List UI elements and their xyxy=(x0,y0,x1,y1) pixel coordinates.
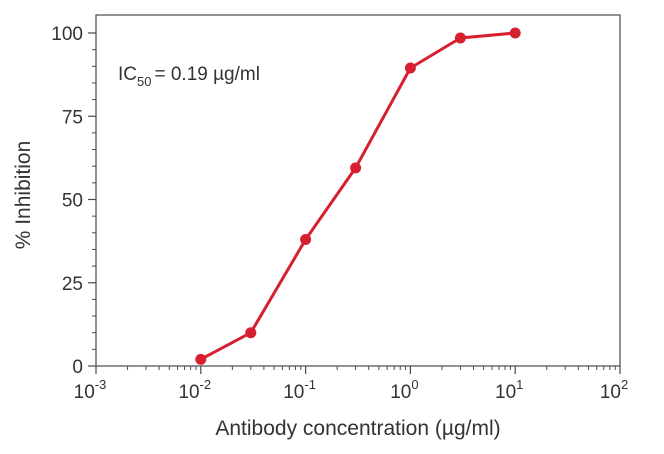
y-tick-label: 25 xyxy=(62,274,83,295)
x-tick-label: 10-1 xyxy=(283,377,316,403)
data-point xyxy=(245,327,257,339)
y-tick-label: 75 xyxy=(62,107,83,128)
ic50-annotation-prefix: IC xyxy=(118,64,137,85)
x-tick-label-exponent: 2 xyxy=(621,377,628,392)
x-tick-label: 10-2 xyxy=(178,377,211,403)
x-tick-label-base: 10 xyxy=(600,382,621,403)
y-tick-label: 50 xyxy=(62,191,83,212)
x-tick-label: 102 xyxy=(600,377,628,403)
series-points xyxy=(195,27,521,365)
x-tick-label-base: 10 xyxy=(390,382,411,403)
x-tick-label-base: 10 xyxy=(283,382,304,403)
x-tick-label: 100 xyxy=(390,377,418,403)
data-point xyxy=(195,353,207,365)
x-tick-label-exponent: 1 xyxy=(516,377,523,392)
data-point xyxy=(350,162,362,174)
x-tick-label: 10-3 xyxy=(74,377,107,403)
x-axis-label: Antibody concentration (µg/ml) xyxy=(215,417,500,440)
ic50-annotation-subscript: 50 xyxy=(137,74,151,89)
y-axis-ticks: 0 25 50 75 100 xyxy=(51,24,96,378)
ic50-annotation-suffix: = 0.19 µg/ml xyxy=(154,64,259,85)
x-tick-label: 101 xyxy=(495,377,523,403)
x-tick-label-exponent: -2 xyxy=(200,377,212,392)
data-point xyxy=(509,27,521,39)
x-tick-label-exponent: 0 xyxy=(411,377,418,392)
data-point xyxy=(300,233,312,245)
x-tick-label-base: 10 xyxy=(495,382,516,403)
ic50-annotation: IC50 = 0.19 µg/ml xyxy=(118,64,260,89)
x-axis-ticks: 10-3 10-2 10-1 100 101 102 xyxy=(74,366,628,403)
data-point xyxy=(404,62,416,74)
x-tick-label-base: 10 xyxy=(74,382,95,403)
y-tick-label: 0 xyxy=(72,357,83,378)
y-tick-label: 100 xyxy=(51,24,83,45)
x-tick-label-exponent: -3 xyxy=(95,377,107,392)
data-point xyxy=(454,32,466,44)
x-tick-label-exponent: -1 xyxy=(304,377,316,392)
plot-frame xyxy=(95,14,621,367)
y-axis-label: % Inhibition xyxy=(12,141,35,250)
x-tick-label-base: 10 xyxy=(178,382,199,403)
